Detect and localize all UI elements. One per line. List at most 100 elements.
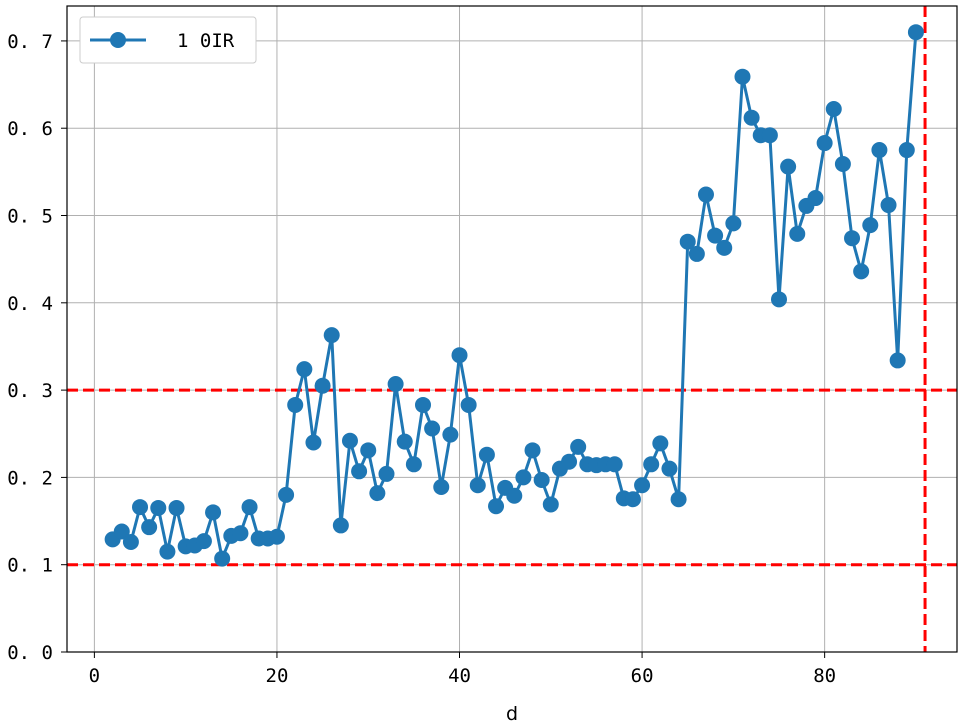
data-point	[825, 101, 842, 118]
data-point	[606, 456, 623, 473]
data-point	[488, 498, 505, 515]
data-point	[314, 377, 331, 394]
data-point	[232, 525, 249, 542]
y-tick-label: 0. 3	[7, 380, 53, 402]
data-point	[323, 327, 340, 344]
y-axis-ticks: 0. 0 0. 1 0. 2 0. 3 0. 4 0. 5 0. 6 0. 7	[7, 31, 67, 664]
data-point	[862, 217, 879, 234]
data-point	[561, 453, 578, 470]
data-point	[634, 477, 651, 494]
data-point	[834, 156, 851, 173]
data-point	[880, 197, 897, 214]
data-point	[268, 528, 285, 545]
data-point	[789, 225, 806, 242]
data-point	[716, 239, 733, 256]
data-point	[679, 233, 696, 250]
data-point	[351, 463, 368, 480]
plot-area	[67, 6, 957, 652]
data-point	[424, 420, 441, 437]
series-layer	[104, 24, 924, 567]
data-point	[734, 68, 751, 85]
data-point	[725, 215, 742, 232]
data-point	[205, 504, 222, 521]
data-point	[433, 479, 450, 496]
data-point	[688, 245, 705, 262]
x-tick-label: 80	[813, 665, 836, 687]
data-point	[542, 496, 559, 513]
data-point	[168, 499, 185, 516]
data-point	[907, 24, 924, 41]
y-tick-label: 0. 1	[7, 555, 53, 577]
data-point	[898, 142, 915, 159]
data-point	[816, 135, 833, 152]
data-point	[360, 442, 377, 459]
data-point	[332, 517, 349, 534]
x-tick-label: 20	[266, 665, 289, 687]
data-point	[570, 438, 587, 455]
data-point	[405, 456, 422, 473]
data-point	[132, 499, 149, 516]
y-tick-label: 0. 4	[7, 293, 53, 315]
data-point	[697, 186, 714, 203]
data-point	[415, 396, 431, 413]
legend-marker-swatch	[110, 32, 126, 48]
x-tick-label: 60	[631, 665, 654, 687]
data-point	[341, 432, 358, 449]
data-point	[369, 485, 386, 502]
data-point	[305, 434, 322, 451]
data-point	[113, 523, 130, 540]
x-tick-label: 0	[89, 665, 100, 687]
data-point	[506, 487, 523, 504]
data-point	[387, 375, 404, 392]
data-point	[378, 465, 395, 482]
data-point	[524, 442, 541, 459]
data-point	[442, 426, 459, 443]
data-point	[780, 158, 797, 175]
data-point	[707, 227, 724, 244]
data-point	[141, 519, 158, 536]
data-point	[515, 469, 532, 486]
reference-lines	[67, 6, 957, 652]
data-point	[195, 533, 212, 550]
data-point	[889, 352, 906, 369]
legend-series-label: 1 0IR	[177, 30, 235, 52]
plot-frame	[66, 5, 958, 653]
data-point	[643, 456, 660, 473]
data-point	[652, 435, 669, 452]
data-point	[771, 291, 787, 308]
data-point	[853, 263, 870, 280]
y-tick-label: 0. 5	[7, 206, 53, 228]
data-point	[396, 433, 413, 450]
data-point	[150, 499, 167, 516]
data-point	[743, 109, 760, 126]
data-point	[241, 499, 258, 516]
y-tick-label: 0. 0	[7, 642, 53, 664]
data-point	[296, 361, 313, 378]
data-point	[122, 534, 139, 551]
data-point	[214, 550, 231, 567]
data-point	[670, 491, 687, 508]
data-point	[807, 190, 824, 207]
legend-box	[79, 16, 257, 64]
data-point	[624, 491, 641, 508]
legend: 1 0IR	[79, 16, 257, 64]
data-point	[451, 347, 468, 364]
data-point	[287, 396, 304, 413]
data-point	[533, 472, 550, 489]
data-point	[460, 396, 477, 413]
y-tick-label: 0. 6	[7, 118, 53, 140]
x-axis-label: d	[506, 703, 518, 725]
y-tick-label: 0. 2	[7, 467, 53, 489]
data-point	[469, 477, 486, 494]
x-tick-label: 40	[448, 665, 471, 687]
data-point	[871, 142, 888, 159]
data-point	[159, 543, 176, 560]
data-point	[844, 230, 861, 247]
data-point	[761, 127, 778, 144]
data-point	[478, 446, 495, 463]
data-point	[278, 486, 295, 503]
y-tick-label: 0. 7	[7, 31, 53, 53]
x-axis-ticks: 0 20 40 60 80	[89, 652, 836, 687]
data-point	[661, 460, 678, 477]
